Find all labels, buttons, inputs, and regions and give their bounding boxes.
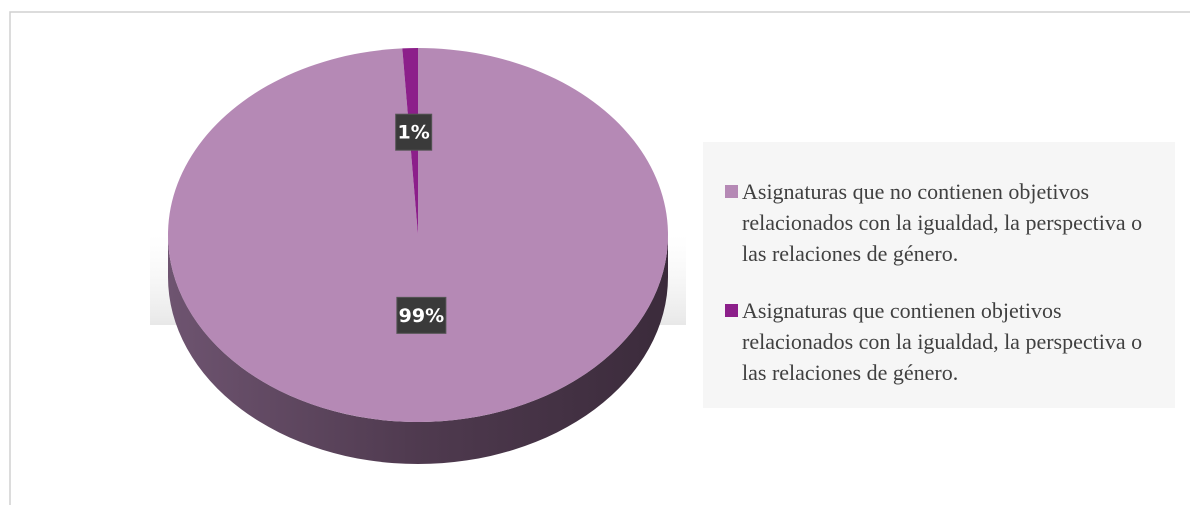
label-box — [396, 296, 447, 334]
legend-label: Asignaturas que contienen objetivos rela… — [742, 298, 1143, 385]
frame — [9, 11, 1190, 505]
data-label: 99% — [399, 305, 444, 327]
label-box — [395, 113, 433, 151]
pie-slice — [168, 47, 669, 422]
legend-item: Asignaturas que contienen objetivos rela… — [725, 295, 1165, 388]
legend-item: Asignaturas que no contienen objetivos r… — [725, 176, 1165, 269]
pie-side — [168, 235, 668, 464]
legend-swatch — [725, 185, 738, 198]
legend: Asignaturas que no contienen objetivos r… — [703, 142, 1175, 408]
legend-swatch — [725, 304, 738, 317]
legend-label: Asignaturas que no contienen objetivos r… — [742, 179, 1143, 266]
data-label: 1% — [398, 122, 430, 144]
pie: 99% 1% — [168, 47, 669, 464]
